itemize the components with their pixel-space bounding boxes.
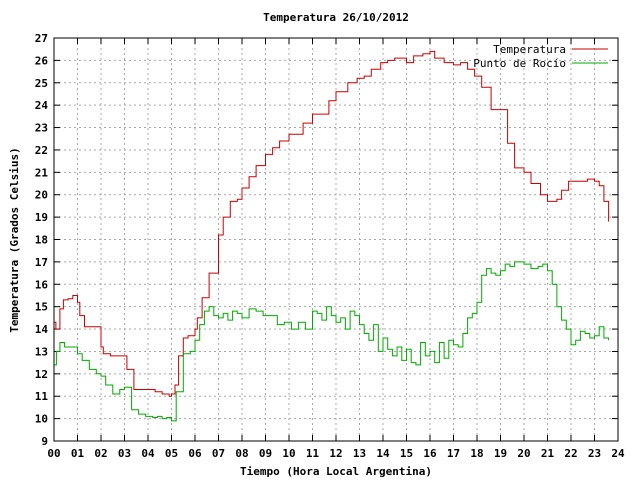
y-tick-label: 24 bbox=[35, 99, 49, 112]
y-tick-label: 25 bbox=[35, 77, 48, 90]
x-tick-label: 17 bbox=[447, 447, 460, 460]
x-tick-label: 12 bbox=[329, 447, 342, 460]
y-tick-label: 26 bbox=[35, 54, 49, 67]
x-tick-label: 05 bbox=[165, 447, 178, 460]
x-tick-label: 10 bbox=[282, 447, 295, 460]
x-tick-label: 24 bbox=[611, 447, 625, 460]
x-tick-label: 21 bbox=[541, 447, 555, 460]
chart-title: Temperatura 26/10/2012 bbox=[263, 11, 409, 24]
x-tick-label: 03 bbox=[118, 447, 131, 460]
y-tick-label: 21 bbox=[35, 166, 49, 179]
y-axis-label: Temperatura (Grados Celsius) bbox=[8, 147, 21, 332]
y-tick-label: 16 bbox=[35, 278, 49, 291]
series-lines bbox=[54, 50, 610, 422]
y-tick-label: 9 bbox=[41, 435, 48, 448]
legend-label: Punto de Rocío bbox=[473, 57, 566, 70]
x-tick-label: 16 bbox=[423, 447, 437, 460]
y-tick-label: 12 bbox=[35, 368, 48, 381]
x-tick-label: 13 bbox=[353, 447, 366, 460]
y-tick-label: 22 bbox=[35, 144, 48, 157]
x-tick-label: 23 bbox=[588, 447, 601, 460]
grid bbox=[54, 38, 618, 441]
y-tick-label: 20 bbox=[35, 189, 48, 202]
x-tick-label: 14 bbox=[376, 447, 390, 460]
y-tick-label: 10 bbox=[35, 413, 48, 426]
x-tick-label: 15 bbox=[400, 447, 413, 460]
x-tick-label: 08 bbox=[235, 447, 248, 460]
x-tick-label: 09 bbox=[259, 447, 272, 460]
plot-frame bbox=[53, 37, 619, 442]
x-tick-label: 18 bbox=[470, 447, 483, 460]
series-line-temperatura bbox=[54, 50, 610, 397]
x-tick-label: 07 bbox=[212, 447, 225, 460]
x-axis-label: Tiempo (Hora Local Argentina) bbox=[240, 465, 432, 478]
x-tick-label: 19 bbox=[494, 447, 507, 460]
y-tick-label: 23 bbox=[35, 122, 48, 135]
y-tick-label: 15 bbox=[35, 301, 48, 314]
x-tick-label: 22 bbox=[564, 447, 577, 460]
y-tick-label: 14 bbox=[35, 323, 49, 336]
y-tick-label: 17 bbox=[35, 256, 48, 269]
x-tick-label: 00 bbox=[47, 447, 60, 460]
series-line-punto-de-rocio bbox=[54, 261, 610, 422]
x-tick-label: 02 bbox=[94, 447, 107, 460]
x-tick-label: 20 bbox=[517, 447, 530, 460]
y-tick-label: 18 bbox=[35, 234, 48, 247]
y-tick-label: 13 bbox=[35, 345, 48, 358]
x-tick-label: 11 bbox=[306, 447, 320, 460]
y-tick-label: 19 bbox=[35, 211, 48, 224]
x-tick-label: 01 bbox=[71, 447, 85, 460]
y-tick-label: 11 bbox=[35, 390, 49, 403]
x-tick-label: 06 bbox=[188, 447, 202, 460]
legend-label: Temperatura bbox=[493, 43, 566, 56]
y-tick-label: 27 bbox=[35, 32, 48, 45]
x-tick-label: 04 bbox=[141, 447, 155, 460]
